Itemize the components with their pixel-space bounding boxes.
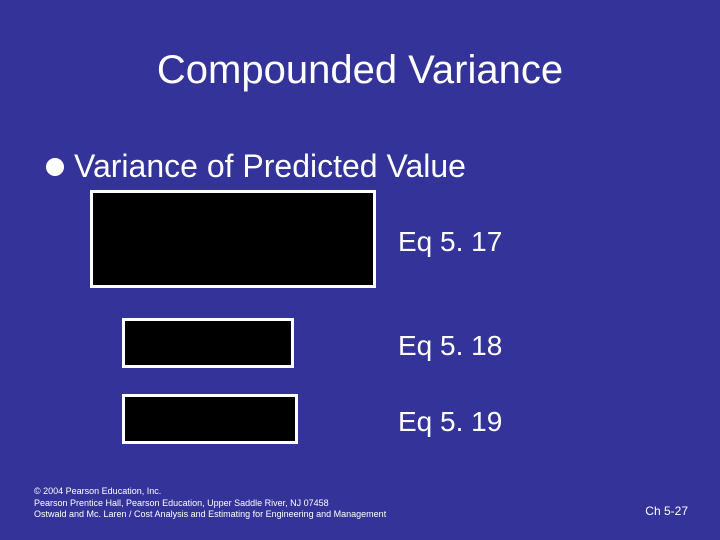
bullet-row: Variance of Predicted Value [46,148,466,185]
bullet-text: Variance of Predicted Value [74,148,466,185]
page-number: Ch 5-27 [645,504,688,518]
equation-label-2: Eq 5. 18 [398,330,502,362]
equation-box-1 [90,190,376,288]
equation-box-3 [122,394,298,444]
footer-line-2: Pearson Prentice Hall, Pearson Education… [34,498,386,509]
footer-line-1: © 2004 Pearson Education, Inc. [34,486,386,497]
equation-label-3: Eq 5. 19 [398,406,502,438]
equation-label-1: Eq 5. 17 [398,226,502,258]
bullet-icon [46,158,64,176]
slide-title: Compounded Variance [0,48,720,93]
footer-line-3: Ostwald and Mc. Laren / Cost Analysis an… [34,509,386,520]
footer: © 2004 Pearson Education, Inc. Pearson P… [34,486,386,520]
equation-box-2 [122,318,294,368]
